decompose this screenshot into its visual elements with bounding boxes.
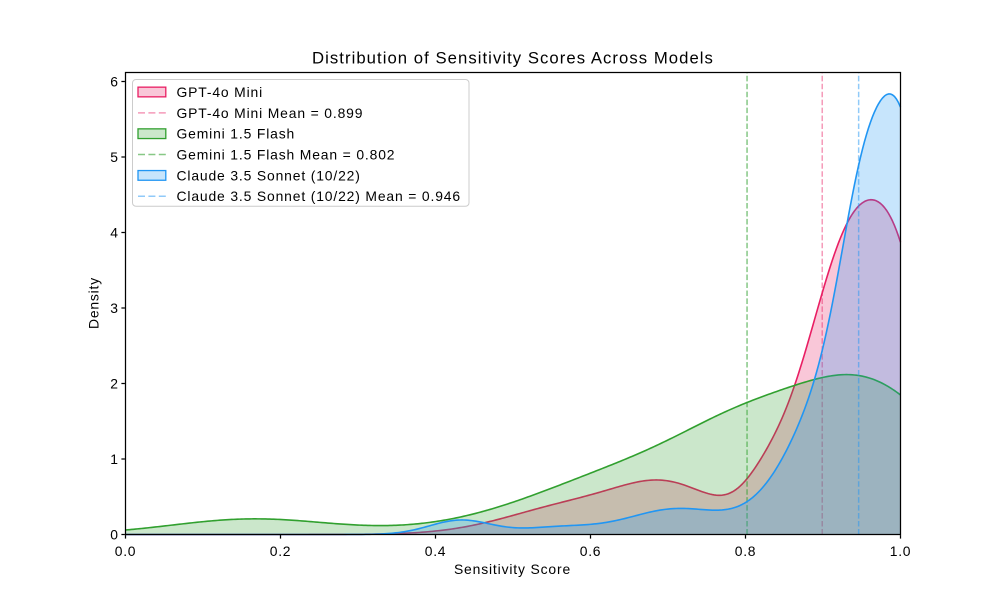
svg-text:0: 0	[110, 526, 118, 542]
svg-text:Gemini 1.5 Flash Mean = 0.802: Gemini 1.5 Flash Mean = 0.802	[177, 146, 396, 162]
svg-text:1.0: 1.0	[890, 543, 911, 559]
svg-text:Claude 3.5 Sonnet (10/22): Claude 3.5 Sonnet (10/22)	[177, 167, 361, 183]
svg-text:0.0: 0.0	[115, 543, 136, 559]
svg-text:0.2: 0.2	[270, 543, 291, 559]
svg-text:Gemini 1.5 Flash: Gemini 1.5 Flash	[177, 126, 296, 142]
svg-text:Claude 3.5 Sonnet (10/22) Mean: Claude 3.5 Sonnet (10/22) Mean = 0.946	[177, 188, 461, 204]
svg-text:Density: Density	[86, 277, 102, 329]
svg-text:2: 2	[110, 375, 118, 391]
svg-text:3: 3	[110, 300, 118, 316]
svg-text:0.8: 0.8	[735, 543, 756, 559]
svg-text:GPT-4o Mini: GPT-4o Mini	[177, 84, 264, 100]
svg-text:0.4: 0.4	[425, 543, 446, 559]
svg-text:GPT-4o Mini Mean = 0.899: GPT-4o Mini Mean = 0.899	[177, 105, 364, 121]
svg-text:Distribution of Sensitivity Sc: Distribution of Sensitivity Scores Acros…	[312, 49, 714, 68]
svg-text:6: 6	[110, 73, 118, 89]
svg-text:Sensitivity Score: Sensitivity Score	[454, 561, 571, 577]
svg-text:4: 4	[110, 224, 118, 240]
svg-text:0.6: 0.6	[580, 543, 601, 559]
svg-text:5: 5	[110, 149, 118, 165]
svg-text:1: 1	[110, 451, 118, 467]
